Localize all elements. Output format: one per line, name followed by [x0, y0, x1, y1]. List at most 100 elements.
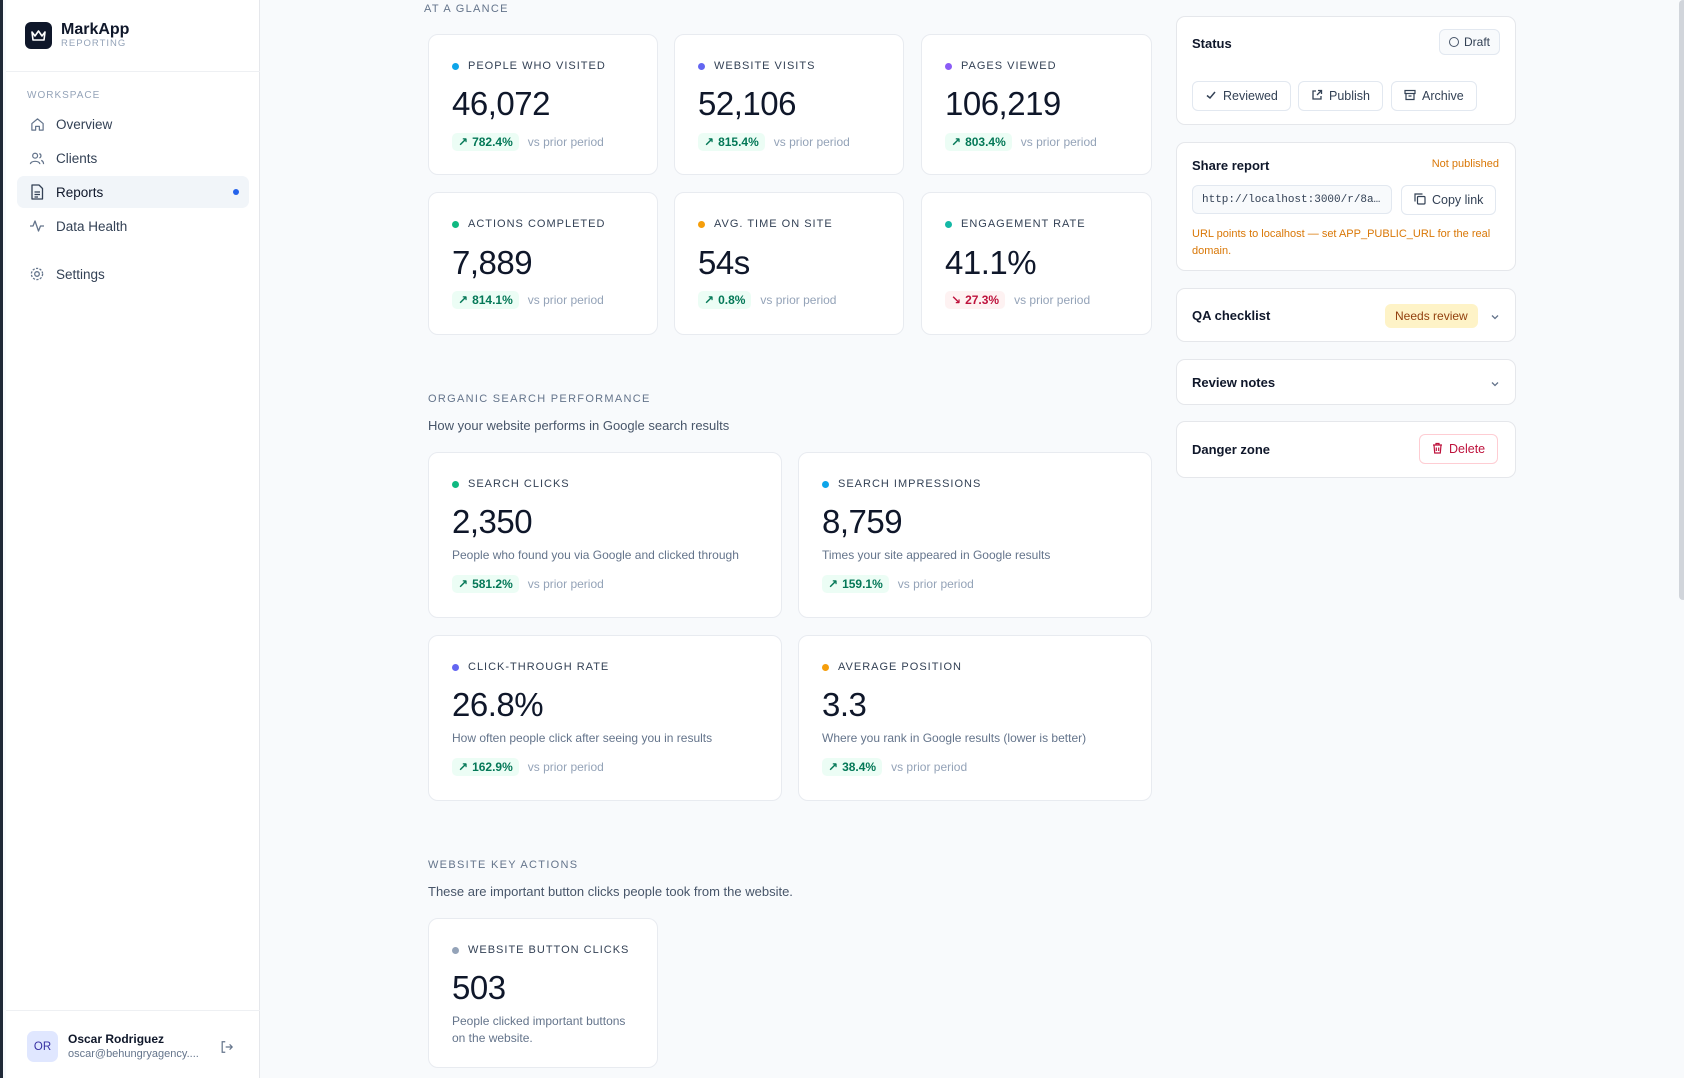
sidebar: MarkApp REPORTING WORKSPACE Overview Cli…: [6, 0, 260, 1078]
metric-value: 41.1%: [945, 244, 1037, 281]
user-profile[interactable]: OR Oscar Rodriguez oscar@behungryagency.…: [27, 1031, 199, 1062]
external-link-icon: [1311, 89, 1323, 104]
metric-card: PEOPLE WHO VISITED 46,072 ↗ 782.4% vs prio…: [428, 34, 658, 175]
review-notes-panel[interactable]: Review notes: [1176, 359, 1516, 405]
archive-button[interactable]: Archive: [1391, 81, 1477, 111]
section-description: These are important button clicks people…: [428, 884, 793, 899]
metric-label: SEARCH IMPRESSIONS: [838, 478, 982, 490]
metric-description: People clicked important buttons on the …: [452, 1014, 626, 1045]
comparison-label: vs prior period: [527, 293, 604, 307]
delta-badge: ↗ 803.4%: [945, 133, 1012, 151]
sidebar-item-clients[interactable]: Clients: [17, 142, 249, 174]
metric-label: AVG. TIME ON SITE: [714, 218, 833, 230]
user-name: Oscar Rodriguez: [68, 1032, 165, 1046]
trend-up-icon: ↗: [828, 760, 839, 774]
metric-card: CLICK-THROUGH RATE 26.8% How often peopl…: [428, 635, 782, 801]
trend-down-icon: ↘: [951, 293, 962, 307]
metric-value: 503: [452, 969, 506, 1006]
metric-value: 54s: [698, 244, 750, 281]
metric-card: ENGAGEMENT RATE 41.1% ↘ 27.3% vs prior per…: [921, 192, 1152, 335]
sidebar-item-label: Settings: [56, 266, 105, 282]
users-icon: [29, 150, 45, 166]
sidebar-item-label: Data Health: [56, 218, 128, 234]
chevron-down-icon[interactable]: [1490, 309, 1500, 327]
status-dot: [822, 480, 829, 488]
share-warning: URL points to localhost — set APP_PUBLIC…: [1192, 228, 1491, 257]
section-description: How your website performs in Google sear…: [428, 418, 730, 433]
metric-label: SEARCH CLICKS: [468, 478, 570, 490]
copy-icon: [1414, 192, 1426, 208]
delta-badge: ↗ 782.4%: [452, 133, 519, 151]
status-dot: [945, 220, 952, 228]
trend-up-icon: ↗: [828, 577, 839, 591]
metric-value: 52,106: [698, 85, 796, 122]
circle-icon: [1449, 37, 1459, 47]
status-dot: [698, 62, 705, 70]
brand-subtitle: REPORTING: [61, 38, 127, 49]
metric-card: AVERAGE POSITION 3.3 Where you rank in G…: [798, 635, 1152, 801]
brand[interactable]: MarkApp REPORTING: [25, 21, 129, 49]
delta-badge: ↗ 38.4%: [822, 758, 883, 776]
activity-icon: [29, 218, 45, 234]
status-dot: [452, 946, 459, 954]
trend-up-icon: ↗: [951, 135, 962, 149]
metric-value: 2,350: [452, 503, 533, 540]
trash-icon: [1432, 442, 1443, 457]
panel-title: Danger zone: [1192, 442, 1271, 457]
sidebar-item-reports[interactable]: Reports: [17, 176, 249, 208]
metric-description: How often people click after seeing you …: [452, 731, 713, 745]
check-icon: [1205, 89, 1217, 104]
metric-label: AVERAGE POSITION: [838, 661, 962, 673]
comparison-label: vs prior period: [527, 577, 604, 591]
qa-checklist-panel[interactable]: QA checklist Needs review: [1176, 288, 1516, 342]
status-dot: [945, 62, 952, 70]
comparison-label: vs prior period: [773, 135, 850, 149]
copy-link-button[interactable]: Copy link: [1401, 185, 1497, 215]
delta-badge: ↗ 0.8%: [698, 291, 752, 309]
metric-label: CLICK-THROUGH RATE: [468, 661, 610, 673]
publish-button[interactable]: Publish: [1298, 81, 1383, 111]
delete-button[interactable]: Delete: [1419, 434, 1499, 464]
metric-value: 3.3: [822, 686, 867, 723]
status-panel: Status Draft Reviewed Publish Archive: [1176, 16, 1516, 125]
section-title-organic-search: ORGANIC SEARCH PERFORMANCE: [428, 393, 651, 405]
panel-title: Status: [1192, 36, 1232, 51]
sidebar-item-settings[interactable]: Settings: [17, 258, 249, 290]
scrollbar[interactable]: [1679, 0, 1684, 600]
avatar: OR: [27, 1031, 58, 1062]
sidebar-section-label: WORKSPACE: [27, 90, 101, 101]
publish-state-label: Not published: [1431, 158, 1499, 170]
sidebar-item-label: Overview: [56, 116, 113, 132]
metric-description: People who found you via Google and clic…: [452, 548, 739, 562]
archive-icon: [1404, 89, 1416, 104]
comparison-label: vs prior period: [760, 293, 837, 307]
status-dot: [452, 220, 459, 228]
comparison-label: vs prior period: [891, 760, 968, 774]
trend-up-icon: ↗: [458, 135, 469, 149]
status-dot: [822, 663, 829, 671]
logout-icon[interactable]: [220, 1040, 236, 1056]
delta-badge: ↗ 814.1%: [452, 291, 519, 309]
comparison-label: vs prior period: [527, 760, 604, 774]
share-url-field[interactable]: [1192, 185, 1392, 214]
trend-up-icon: ↗: [704, 135, 715, 149]
sidebar-item-data-health[interactable]: Data Health: [17, 210, 249, 242]
metric-value: 46,072: [452, 85, 550, 122]
metric-card: AVG. TIME ON SITE 54s ↗ 0.8% vs prior peri…: [674, 192, 904, 335]
status-dot: [452, 480, 459, 488]
metric-description: Where you rank in Google results (lower …: [822, 731, 1087, 745]
metric-value: 26.8%: [452, 686, 544, 723]
delta-badge: ↘ 27.3%: [945, 291, 1006, 309]
trend-up-icon: ↗: [458, 293, 469, 307]
comparison-label: vs prior period: [527, 135, 604, 149]
panel-title: Review notes: [1192, 375, 1276, 390]
reviewed-button[interactable]: Reviewed: [1192, 81, 1291, 111]
sidebar-item-overview[interactable]: Overview: [17, 108, 249, 140]
chevron-down-icon[interactable]: [1490, 376, 1500, 394]
metric-card: ACTIONS COMPLETED 7,889 ↗ 814.1% vs prior …: [428, 192, 658, 335]
section-title-at-a-glance: AT A GLANCE: [424, 3, 509, 15]
home-icon: [29, 116, 45, 132]
section-title-key-actions: WEBSITE KEY ACTIONS: [428, 859, 579, 871]
crown-logo-icon: [25, 21, 52, 49]
